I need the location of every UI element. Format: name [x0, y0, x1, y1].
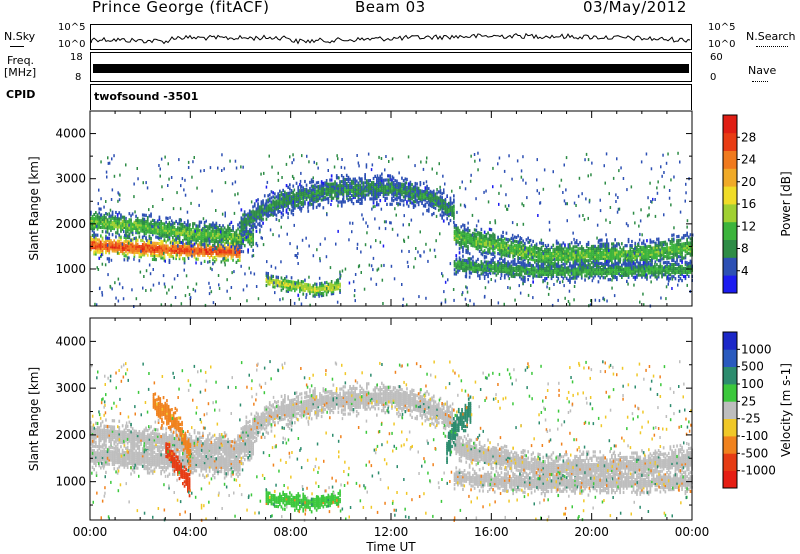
colorbar-tick-label: 24 — [741, 153, 756, 167]
x-tick-label: 04:00 — [173, 525, 208, 539]
colorbar-tick-label: 20 — [741, 175, 756, 189]
cpid-value: twofsound -3501 — [94, 90, 199, 103]
x-axis-label: Time UT — [365, 540, 416, 554]
cpid-strip: twofsound -3501 — [90, 84, 692, 110]
y-axis-label: Slant Range [km] — [27, 367, 41, 471]
nsearch-label: N.Search — [746, 30, 796, 43]
noise-trace — [91, 32, 691, 45]
colorbar-tick-label: 12 — [741, 219, 756, 233]
colorbar-tick-label: 500 — [741, 360, 764, 374]
noise-right-tick-bottom: 10^0 — [708, 39, 736, 50]
colorbar-tick-label: -25 — [741, 412, 761, 426]
beam-title: Beam 03 — [355, 0, 426, 16]
noise-strip — [90, 24, 692, 50]
nsky-legend-line — [10, 46, 24, 47]
freq-label-line2: [MHz] — [4, 66, 37, 79]
freq-label-line1: Freq. — [7, 54, 35, 67]
colorbar-tick-label: 1000 — [741, 342, 772, 356]
y-tick-label: 3000 — [55, 381, 86, 395]
x-tick-label: 12:00 — [374, 525, 409, 539]
colorbar: 4 8 12 16 20 24 28 Power [dB] — [722, 114, 793, 294]
nave-right-tick-bottom: 0 — [710, 72, 717, 83]
station-title: Prince George (fitACF) — [92, 0, 270, 16]
frequency-strip — [90, 52, 692, 82]
colorbar-tick-label: 28 — [741, 130, 756, 144]
y-tick-label: 2000 — [55, 217, 86, 231]
y-tick-label: 3000 — [55, 172, 86, 186]
date-title: 03/May/2012 — [583, 0, 687, 16]
x-tick-label: 08:00 — [273, 525, 308, 539]
noise-left-tick-bottom: 10^0 — [58, 39, 86, 50]
nave-label: Nave — [748, 64, 777, 77]
y-tick-label: 2000 — [55, 428, 86, 442]
colorbar-tick-label: -100 — [741, 429, 768, 443]
colorbar-label: Power [dB] — [779, 171, 793, 236]
colorbar-tick-label: 4 — [741, 264, 749, 278]
y-tick-label: 4000 — [55, 127, 86, 141]
colorbar-tick-label: -1000 — [741, 464, 776, 478]
y-tick-label: 4000 — [55, 334, 86, 348]
y-tick-label: 1000 — [55, 475, 86, 489]
noise-left-tick-top: 10^5 — [58, 22, 86, 33]
colorbar-tick-label: 16 — [741, 197, 756, 211]
colorbar-tick-label: 100 — [741, 377, 764, 391]
x-tick-label: 00:00 — [675, 525, 710, 539]
data-cells — [90, 360, 693, 522]
nave-right-tick-top: 60 — [710, 52, 723, 63]
nsky-label: N.Sky — [4, 30, 36, 43]
colorbar-label: Velocity [m s-1] — [779, 363, 793, 457]
freq-left-tick-top: 18 — [70, 52, 83, 63]
nave-legend-line — [752, 81, 768, 82]
noise-right-tick-top: 10^5 — [708, 22, 736, 33]
freq-left-tick-bottom: 8 — [75, 72, 82, 83]
data-cells — [90, 151, 694, 308]
x-tick-label: 20:00 — [574, 525, 609, 539]
x-tick-label: 00:00 — [73, 525, 108, 539]
frequency-trace — [93, 64, 689, 73]
colorbar-tick-label: 8 — [741, 242, 749, 256]
colorbar-tick-label: 25 — [741, 394, 756, 408]
nsearch-legend-line — [756, 46, 788, 47]
colorbar-tick-label: -500 — [741, 446, 768, 460]
y-tick-label: 1000 — [55, 262, 86, 276]
cpid-label: CPID — [6, 88, 36, 101]
x-tick-label: 16:00 — [474, 525, 509, 539]
y-axis-label: Slant Range [km] — [27, 156, 41, 260]
